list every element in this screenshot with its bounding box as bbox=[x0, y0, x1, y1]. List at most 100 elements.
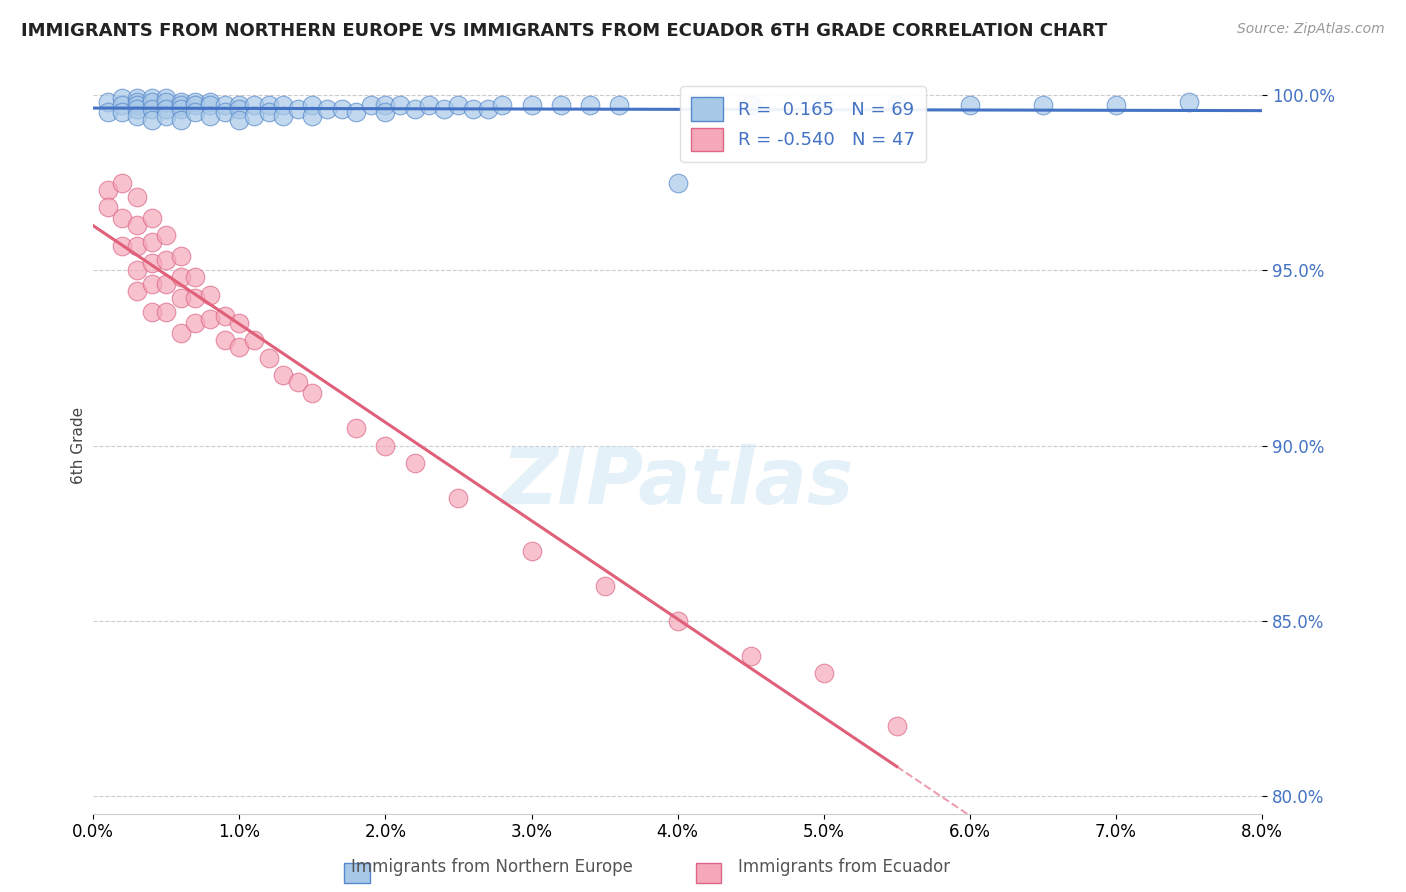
Point bbox=[141, 211, 163, 225]
Point bbox=[170, 291, 193, 305]
Point bbox=[607, 98, 630, 112]
Point bbox=[696, 98, 718, 112]
Point bbox=[170, 95, 193, 109]
Point bbox=[111, 105, 134, 120]
Point bbox=[198, 98, 221, 112]
Point bbox=[228, 340, 250, 354]
Point bbox=[184, 270, 207, 285]
Point bbox=[360, 98, 382, 112]
Point bbox=[243, 334, 266, 348]
Text: Source: ZipAtlas.com: Source: ZipAtlas.com bbox=[1237, 22, 1385, 37]
Point bbox=[243, 98, 266, 112]
Point bbox=[111, 176, 134, 190]
Point bbox=[170, 326, 193, 341]
Point bbox=[125, 98, 148, 112]
Point bbox=[257, 98, 280, 112]
Point bbox=[740, 648, 762, 663]
Point bbox=[404, 456, 426, 470]
Point bbox=[125, 263, 148, 277]
Point bbox=[214, 98, 236, 112]
Point bbox=[271, 368, 294, 383]
Point bbox=[125, 238, 148, 252]
Point bbox=[418, 98, 440, 112]
Point bbox=[228, 102, 250, 116]
Point bbox=[155, 228, 177, 243]
Point bbox=[593, 579, 616, 593]
Point bbox=[125, 102, 148, 116]
Point bbox=[141, 277, 163, 292]
Point bbox=[316, 102, 339, 116]
Point bbox=[740, 98, 762, 112]
Point bbox=[155, 305, 177, 319]
Point bbox=[330, 102, 353, 116]
Point bbox=[1178, 95, 1201, 109]
Point bbox=[228, 112, 250, 127]
Point bbox=[477, 102, 499, 116]
Point bbox=[155, 252, 177, 267]
Point bbox=[170, 102, 193, 116]
Point bbox=[520, 543, 543, 558]
Point bbox=[184, 316, 207, 330]
Point bbox=[155, 95, 177, 109]
Point bbox=[111, 98, 134, 112]
Legend: R =  0.165   N = 69, R = -0.540   N = 47: R = 0.165 N = 69, R = -0.540 N = 47 bbox=[681, 87, 925, 161]
Point bbox=[141, 256, 163, 270]
Point bbox=[886, 98, 908, 112]
Point bbox=[97, 95, 120, 109]
Point bbox=[257, 105, 280, 120]
Point bbox=[271, 109, 294, 123]
Point bbox=[125, 285, 148, 299]
Point bbox=[125, 218, 148, 232]
Point bbox=[447, 98, 470, 112]
Point bbox=[155, 277, 177, 292]
Text: Immigrants from Northern Europe: Immigrants from Northern Europe bbox=[352, 858, 633, 876]
Y-axis label: 6th Grade: 6th Grade bbox=[72, 407, 86, 484]
Point bbox=[520, 98, 543, 112]
Point bbox=[97, 183, 120, 197]
Point bbox=[271, 98, 294, 112]
Point bbox=[155, 91, 177, 105]
Point bbox=[287, 102, 309, 116]
Point bbox=[141, 112, 163, 127]
Point bbox=[461, 102, 484, 116]
Point bbox=[170, 249, 193, 263]
Point bbox=[184, 95, 207, 109]
Point bbox=[491, 98, 513, 112]
Point bbox=[198, 287, 221, 301]
Point bbox=[111, 91, 134, 105]
Point bbox=[198, 95, 221, 109]
Point bbox=[287, 376, 309, 390]
Point bbox=[141, 102, 163, 116]
Point bbox=[550, 98, 572, 112]
Point bbox=[301, 98, 323, 112]
Point bbox=[666, 176, 689, 190]
Point bbox=[198, 312, 221, 326]
Point bbox=[243, 109, 266, 123]
Text: Immigrants from Ecuador: Immigrants from Ecuador bbox=[738, 858, 949, 876]
Point bbox=[433, 102, 456, 116]
Point bbox=[125, 189, 148, 203]
Point bbox=[344, 105, 367, 120]
Point bbox=[257, 351, 280, 365]
Point bbox=[184, 98, 207, 112]
Point bbox=[141, 305, 163, 319]
Point bbox=[886, 719, 908, 733]
Point bbox=[97, 200, 120, 214]
Point bbox=[111, 238, 134, 252]
Text: ZIPatlas: ZIPatlas bbox=[502, 444, 853, 520]
Point bbox=[170, 112, 193, 127]
Point bbox=[184, 105, 207, 120]
Point bbox=[301, 386, 323, 401]
Point bbox=[404, 102, 426, 116]
Point bbox=[374, 105, 396, 120]
Point bbox=[228, 316, 250, 330]
Text: IMMIGRANTS FROM NORTHERN EUROPE VS IMMIGRANTS FROM ECUADOR 6TH GRADE CORRELATION: IMMIGRANTS FROM NORTHERN EUROPE VS IMMIG… bbox=[21, 22, 1108, 40]
Point bbox=[374, 98, 396, 112]
Point bbox=[579, 98, 602, 112]
Point bbox=[447, 491, 470, 505]
Point bbox=[170, 98, 193, 112]
Point bbox=[813, 666, 835, 681]
Point bbox=[959, 98, 981, 112]
Point bbox=[97, 105, 120, 120]
Point bbox=[214, 334, 236, 348]
